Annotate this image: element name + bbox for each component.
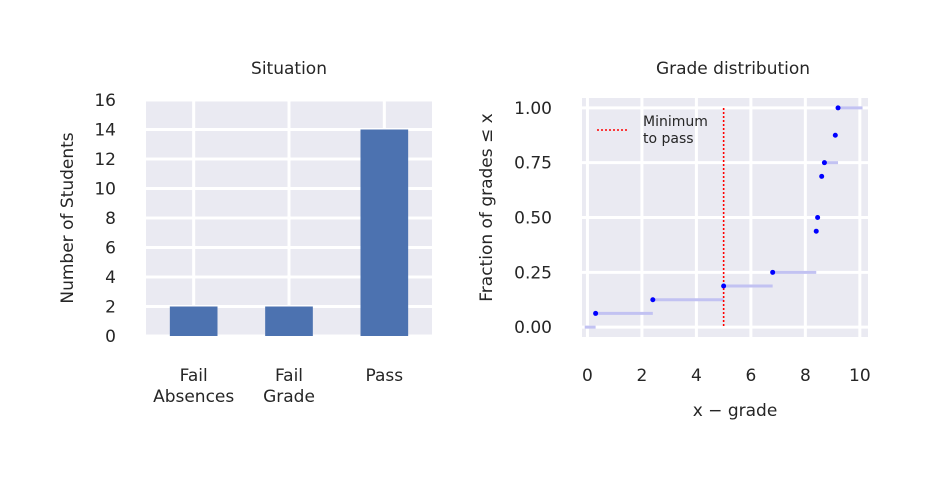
grade-distribution-x-tick-labels: 0 2 4 6 8 10: [582, 366, 871, 386]
situation-bar: [169, 306, 218, 336]
grade-y-tick-label: 0.25: [514, 263, 552, 283]
situation-x-tick-labels: Fail Absences Fail Grade Pass: [153, 366, 403, 407]
grade-x-tick-label: 4: [691, 366, 702, 386]
situation-y-tick-label: 8: [105, 209, 116, 229]
grade-x-tick-label: 0: [582, 366, 593, 386]
grade-distribution-y-tick-labels: 0.00 0.25 0.50 0.75 1.00: [514, 99, 552, 338]
grade-y-tick-label: 1.00: [514, 99, 552, 119]
situation-y-tick-label: 2: [105, 298, 116, 318]
grade-y-tick-label: 0.00: [514, 318, 552, 338]
legend-label: Minimum to pass: [643, 114, 708, 147]
grade-data-point: [721, 283, 727, 289]
grade-distribution-x-axis-label: x − grade: [693, 401, 778, 421]
situation-y-tick-label: 0: [105, 327, 116, 347]
situation-x-tick-label: Fail Grade: [263, 366, 315, 407]
grade-distribution-legend: Minimum to pass: [597, 114, 708, 147]
grade-data-point: [593, 310, 599, 316]
situation-title: Situation: [251, 59, 327, 79]
grade-x-tick-label: 10: [849, 366, 871, 386]
situation-x-tick-label: Fail Absences: [153, 366, 234, 407]
grade-distribution-chart: 0.00 0.25 0.50 0.75 1.00 0 2 4 6 8 10 Minimum to p…: [477, 59, 871, 421]
grade-distribution-points: [593, 105, 841, 316]
situation-bars: [169, 129, 409, 336]
grade-distribution-grid: [582, 98, 868, 337]
situation-y-tick-label: 4: [105, 268, 116, 288]
grade-distribution-steps: [584, 106, 863, 329]
grade-data-point: [650, 297, 656, 303]
grade-distribution-title: Grade distribution: [656, 59, 810, 79]
situation-y-tick-label: 6: [105, 239, 116, 259]
situation-y-tick-label: 10: [94, 180, 116, 200]
grade-data-point: [770, 269, 776, 275]
situation-y-tick-label: 14: [94, 121, 116, 141]
situation-x-tick-label: Pass: [366, 366, 404, 386]
situation-y-tick-label: 12: [94, 150, 116, 170]
grade-data-point: [813, 228, 819, 234]
situation-y-axis-label: Number of Students: [58, 132, 78, 303]
situation-y-tick-labels: 0 2 4 6 8 10 12 14 16: [94, 91, 116, 347]
grade-y-tick-label: 0.50: [514, 209, 552, 229]
situation-bar: [360, 129, 409, 336]
grade-x-tick-label: 2: [637, 366, 648, 386]
grade-distribution-y-axis-label: Fraction of grades ≤ x: [477, 113, 497, 301]
grade-data-point: [832, 132, 838, 138]
grade-data-point: [815, 215, 821, 220]
grade-data-point: [821, 160, 827, 166]
grade-data-point: [819, 173, 825, 179]
grade-y-tick-label: 0.75: [514, 154, 552, 174]
grade-x-tick-label: 8: [800, 366, 811, 386]
situation-y-tick-label: 16: [94, 91, 116, 111]
situation-bar: [265, 306, 313, 336]
grade-data-point: [835, 105, 841, 111]
grade-x-tick-label: 6: [745, 366, 756, 386]
